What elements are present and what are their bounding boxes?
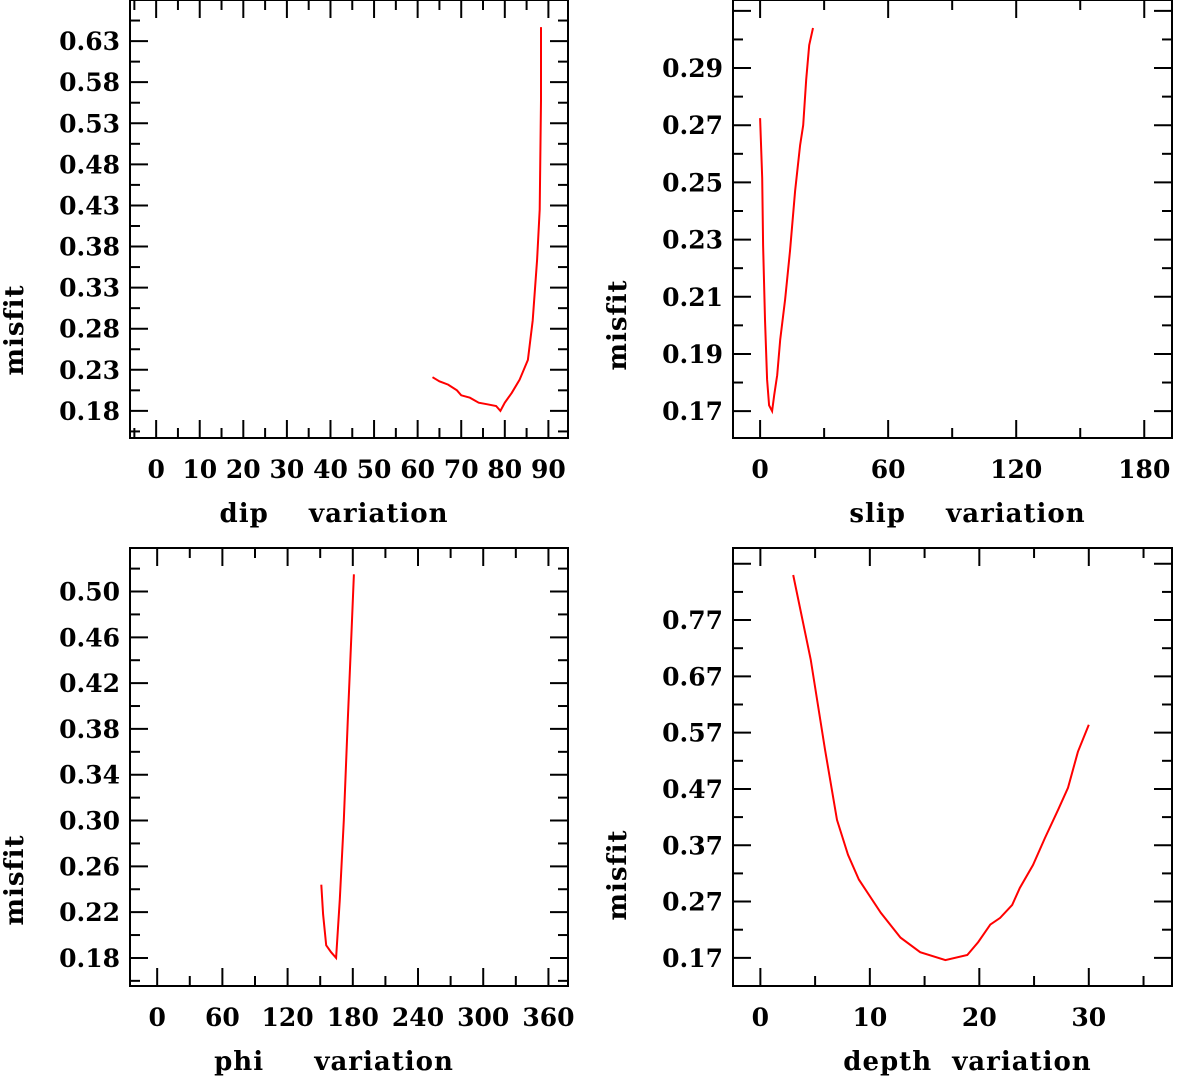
y-tick-label: 0.17 xyxy=(662,397,723,426)
plot-frame xyxy=(129,0,569,439)
subplot-2: 0 60 120 180 0.17 0.19 0.21 0.23 0.25 0.27 0.29 sli… xyxy=(603,0,1173,529)
y-axis-label: misfit xyxy=(0,834,30,925)
y-tick-label: 0.19 xyxy=(662,340,723,369)
x-tick-label: 10 xyxy=(182,455,217,484)
x-tick-label: 60 xyxy=(400,455,435,484)
x-tick-label: 20 xyxy=(226,455,261,484)
misfit-curve xyxy=(792,574,1090,962)
plot-frame xyxy=(732,547,1173,987)
y-tick-label: 0.33 xyxy=(59,274,120,303)
y-tick-label: 0.26 xyxy=(59,852,120,881)
y-tick-label: 0.18 xyxy=(59,944,120,973)
x-tick-label: 40 xyxy=(313,455,348,484)
x-tick-label: 180 xyxy=(327,1003,379,1032)
y-tick-label: 0.38 xyxy=(59,233,120,262)
y-tick-label: 0.67 xyxy=(662,662,723,691)
plot-frame xyxy=(732,0,1173,439)
x-tick-label: 80 xyxy=(487,455,522,484)
y-tick-label: 0.28 xyxy=(59,315,120,344)
y-tick-label: 0.27 xyxy=(662,111,723,140)
y-tick-label: 0.42 xyxy=(59,669,120,698)
x-tick-label: 300 xyxy=(457,1003,509,1032)
y-tick-label: 0.30 xyxy=(59,807,120,836)
y-axis-label: misfit xyxy=(603,829,633,920)
x-axis-label: dip variation xyxy=(220,499,449,529)
y-axis-label: misfit xyxy=(603,279,633,370)
x-tick-label: 120 xyxy=(990,455,1042,484)
y-tick-label: 0.47 xyxy=(662,775,723,804)
x-tick-label: 70 xyxy=(444,455,479,484)
plot-frame xyxy=(129,547,569,987)
x-tick-label: 0 xyxy=(148,1003,165,1032)
x-tick-label: 360 xyxy=(522,1003,574,1032)
y-tick-label: 0.50 xyxy=(59,578,120,607)
y-tick-label: 0.57 xyxy=(662,719,723,748)
y-tick-label: 0.23 xyxy=(662,226,723,255)
y-tick-label: 0.43 xyxy=(59,191,120,220)
x-tick-label: 30 xyxy=(269,455,304,484)
y-tick-label: 0.46 xyxy=(59,623,120,652)
y-tick-label: 0.25 xyxy=(662,168,723,197)
y-tick-label: 0.27 xyxy=(662,888,723,917)
y-tick-label: 0.21 xyxy=(662,283,723,312)
y-tick-label: 0.38 xyxy=(59,715,120,744)
x-tick-label: 10 xyxy=(852,1003,887,1032)
y-tick-label: 0.48 xyxy=(59,150,120,179)
subplot-3: 0 60 120 180 240 300 360 0.18 0.22 0.26 0.30 0.34 0.… xyxy=(0,547,575,1076)
x-tick-label: 240 xyxy=(392,1003,444,1032)
x-axis-label: phi variation xyxy=(214,1047,454,1076)
x-tick-label: 30 xyxy=(1071,1003,1106,1032)
y-tick-label: 0.29 xyxy=(662,54,723,83)
x-tick-label: 0 xyxy=(752,1003,769,1032)
y-tick-label: 0.34 xyxy=(59,761,120,790)
y-axis-label: misfit xyxy=(0,284,30,375)
subplot-1: 0 10 20 30 40 50 60 70 80 90 0.18 0.23 0.28 0.33 0.38 0… xyxy=(0,0,569,529)
x-axis-label: slip variation xyxy=(849,499,1085,529)
x-axis-label: depth variation xyxy=(843,1047,1091,1076)
y-tick-label: 0.18 xyxy=(59,397,120,426)
misfit-curve xyxy=(431,27,542,413)
subplot-4: 0 10 20 30 0.17 0.27 0.37 0.47 0.57 0.67 0.77 depth… xyxy=(603,547,1173,1076)
x-tick-label: 90 xyxy=(531,455,566,484)
x-tick-label: 20 xyxy=(962,1003,997,1032)
y-tick-label: 0.63 xyxy=(59,27,120,56)
x-tick-label: 60 xyxy=(205,1003,240,1032)
misfit-curve xyxy=(759,27,814,415)
x-tick-label: 0 xyxy=(147,455,164,484)
y-tick-label: 0.17 xyxy=(662,944,723,973)
x-tick-label: 60 xyxy=(871,455,906,484)
x-tick-label: 50 xyxy=(357,455,392,484)
y-tick-label: 0.23 xyxy=(59,356,120,385)
y-tick-label: 0.22 xyxy=(59,898,120,927)
misfit-curve xyxy=(320,574,355,961)
y-tick-label: 0.53 xyxy=(59,109,120,138)
x-tick-label: 120 xyxy=(261,1003,313,1032)
y-tick-label: 0.77 xyxy=(662,606,723,635)
x-tick-label: 180 xyxy=(1118,455,1170,484)
x-tick-label: 0 xyxy=(751,455,768,484)
y-tick-label: 0.37 xyxy=(662,831,723,860)
y-tick-label: 0.58 xyxy=(59,68,120,97)
